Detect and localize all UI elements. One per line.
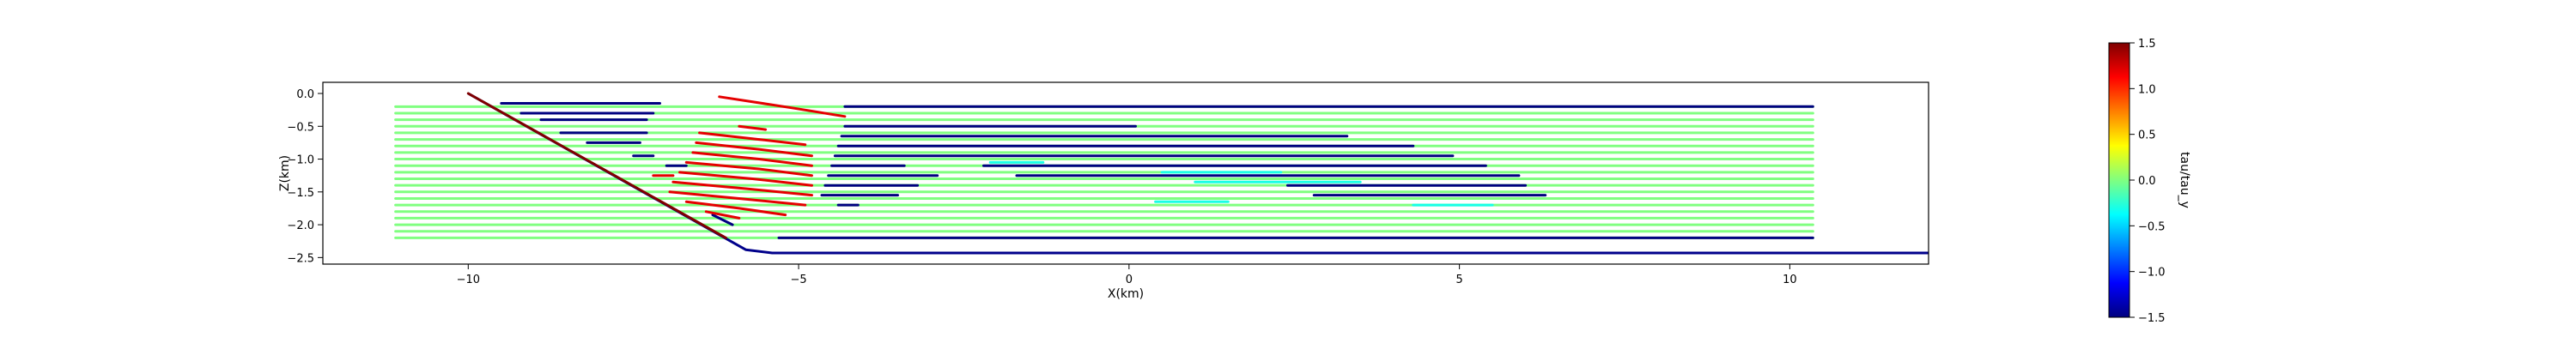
y-tick-label-4: −2.0 xyxy=(287,220,314,232)
stress-segment-26 xyxy=(695,141,813,158)
stress-segment-27 xyxy=(691,151,813,167)
y-tick-label-3: −1.5 xyxy=(287,187,314,200)
x-tick-label-2: 0 xyxy=(1126,274,1133,286)
colorbar-tick-label-1: 1.0 xyxy=(2138,83,2156,96)
stress-segment-30 xyxy=(671,180,813,197)
colorbar: 1.5 1.0 0.5 0.0 −0.5 −1.0 −1.5 tau/tau_y xyxy=(2108,38,2191,325)
colorbar-label: tau/tau_y xyxy=(2178,152,2191,208)
y-tick-label-1: −0.5 xyxy=(287,121,314,134)
y-axis: 0.0 −0.5 −1.0 −1.5 −2.0 −2.5 xyxy=(287,88,323,265)
colorbar-tick-label-2: 0.5 xyxy=(2138,129,2156,142)
stress-segment-31 xyxy=(668,190,807,207)
stress-segment-33 xyxy=(704,210,741,220)
colorbar-tick-label-6: −1.5 xyxy=(2138,312,2166,325)
stress-segment-24 xyxy=(738,124,768,131)
colorbar-tick-label-5: −1.0 xyxy=(2138,267,2166,280)
x-tick-label-0: −10 xyxy=(457,274,480,286)
plot-area xyxy=(322,81,1929,265)
plot-frame xyxy=(322,81,1929,265)
stress-segment-7 xyxy=(711,214,734,226)
stress-segment-29 xyxy=(678,171,813,187)
boundary-overlays xyxy=(466,92,1929,255)
x-tick-label-3: 5 xyxy=(1455,274,1462,286)
stress-segment-25 xyxy=(698,131,807,147)
colorbar-ticks: 1.5 1.0 0.5 0.0 −0.5 −1.0 −1.5 xyxy=(2129,38,2166,325)
colorbar-gradient xyxy=(2108,42,2130,318)
x-tick-label-1: −5 xyxy=(790,274,806,286)
x-tick-label-4: 10 xyxy=(1783,274,1797,286)
y-tick-label-2: −1.0 xyxy=(287,154,314,167)
stress-segment-32 xyxy=(684,200,787,217)
y-axis-label: Z(km) xyxy=(278,155,292,191)
fault-line xyxy=(466,92,727,239)
y-tick-label-5: −2.5 xyxy=(287,252,314,265)
colorbar-tick-label-4: −0.5 xyxy=(2138,220,2166,233)
x-axis-label: X(km) xyxy=(1108,287,1144,301)
colorbar-tick-label-3: 0.0 xyxy=(2138,175,2156,188)
colorbar-tick-label-0: 1.5 xyxy=(2138,38,2156,51)
layer-lines xyxy=(394,105,1814,239)
stress-segments xyxy=(500,95,1814,239)
y-tick-label-0: 0.0 xyxy=(296,88,314,101)
x-axis: −10 −5 0 5 10 xyxy=(457,264,1797,286)
stress-segment-23 xyxy=(718,95,847,118)
stress-segment-28 xyxy=(684,160,813,178)
